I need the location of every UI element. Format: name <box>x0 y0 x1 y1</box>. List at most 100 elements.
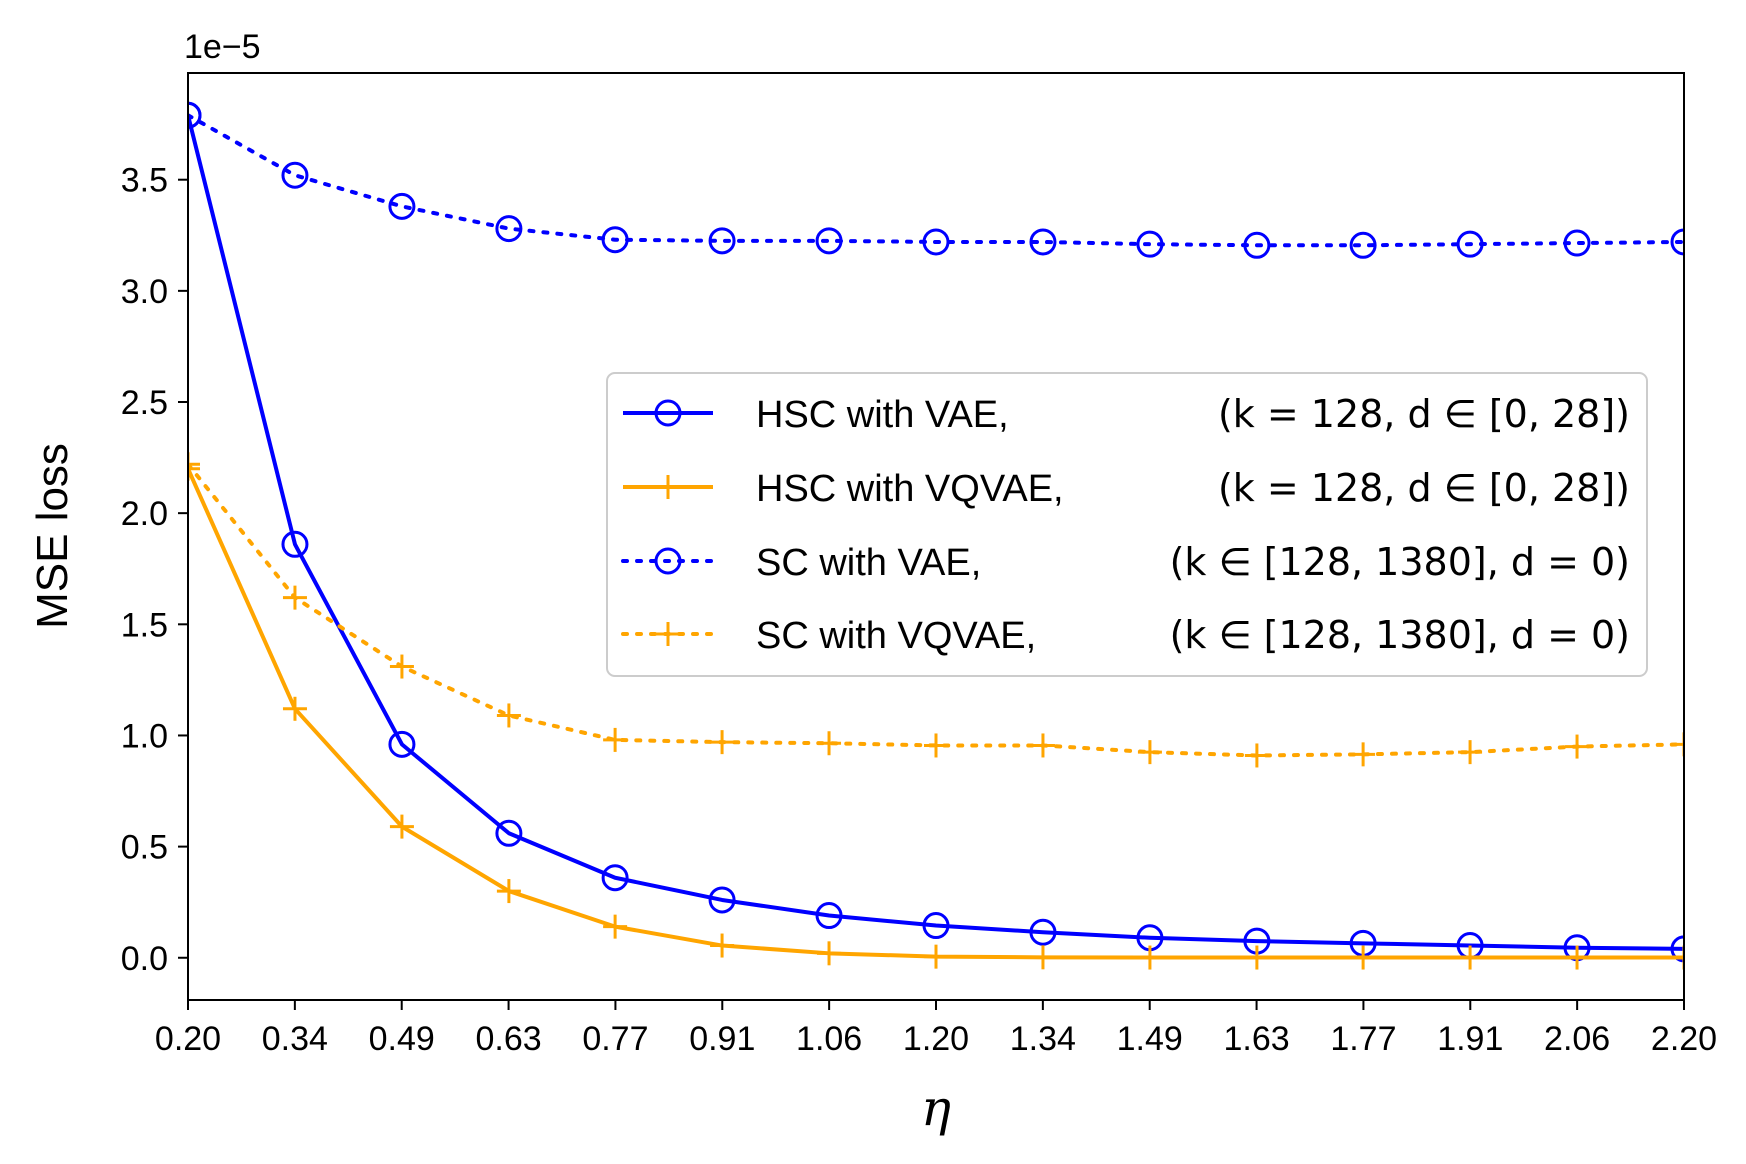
data-point <box>1244 743 1269 768</box>
data-point <box>388 730 416 758</box>
data-point <box>1670 935 1684 963</box>
x-tick-label: 0.49 <box>369 1020 435 1058</box>
x-tick-label: 1.63 <box>1223 1020 1289 1058</box>
series-line <box>188 113 1684 248</box>
data-point <box>1136 230 1164 258</box>
legend-params: (k = 128, d ∈ [0, 28]) <box>1218 392 1630 436</box>
data-point <box>496 879 521 904</box>
data-point <box>1030 733 1055 758</box>
legend-label: HSC with VQVAE, <box>756 468 1064 510</box>
data-point <box>281 161 309 189</box>
data-point <box>282 585 307 610</box>
series-line <box>188 114 1684 951</box>
data-point <box>1458 945 1483 970</box>
legend-params: (k = 128, d ∈ [0, 28]) <box>1218 466 1630 510</box>
legend-marker <box>656 622 680 646</box>
data-point <box>389 814 414 839</box>
data-point <box>495 215 523 243</box>
data-point <box>1670 228 1684 256</box>
data-point <box>1458 740 1483 765</box>
x-tick-label: 0.91 <box>689 1020 755 1058</box>
data-point <box>1137 740 1162 765</box>
data-point <box>188 452 200 477</box>
legend-params: (k ∈ [128, 1380], d = 0) <box>1170 613 1630 657</box>
data-point <box>282 696 307 721</box>
data-point <box>1030 945 1055 970</box>
y-axis-title: MSE loss <box>28 443 77 629</box>
data-point <box>1351 945 1376 970</box>
data-point <box>601 864 629 892</box>
y-axis: 0.0 0.5 1.0 1.5 2.0 2.5 3.0 3.5 <box>121 162 188 978</box>
y-tick-label: 1.0 <box>121 717 168 755</box>
data-point <box>389 654 414 679</box>
data-point <box>708 227 736 255</box>
data-point <box>1349 231 1377 259</box>
data-point <box>495 819 523 847</box>
data-point <box>1672 732 1684 757</box>
series-layer <box>188 101 1684 970</box>
legend-marker <box>654 547 682 575</box>
data-point <box>281 530 309 558</box>
x-tick-label: 1.77 <box>1330 1020 1396 1058</box>
data-point <box>924 733 948 758</box>
y-tick-label: 3.0 <box>121 273 168 311</box>
data-point <box>1351 742 1376 767</box>
y-scale-label: 1e−5 <box>184 28 261 66</box>
x-tick-label: 1.34 <box>1010 1020 1076 1058</box>
legend: HSC with VAE, (k = 128, d ∈ [0, 28])HSC w… <box>606 372 1648 677</box>
legend-marker <box>654 399 682 427</box>
legend-item-1: HSC with VAE, (k = 128, d ∈ [0, 28]) <box>623 392 1630 436</box>
data-point <box>1563 229 1591 257</box>
y-tick-label: 2.0 <box>121 495 168 533</box>
x-axis: 0.20 0.34 0.49 0.63 0.77 0.91 1.06 1.20 1.34 1.49… <box>155 1000 1717 1058</box>
data-point <box>1565 945 1590 970</box>
series-3 <box>188 101 1684 259</box>
legend-item-2: HSC with VQVAE, (k = 128, d ∈ [0, 28]) <box>623 466 1630 510</box>
legend-box <box>606 372 1648 677</box>
data-point <box>1137 945 1162 970</box>
data-point <box>1456 230 1484 258</box>
y-tick-label: 3.5 <box>121 162 168 200</box>
data-point <box>922 912 950 940</box>
x-tick-label: 2.20 <box>1651 1020 1717 1058</box>
x-tick-label: 2.06 <box>1544 1020 1610 1058</box>
x-tick-label: 1.91 <box>1437 1020 1503 1058</box>
data-point <box>1244 945 1269 970</box>
data-point <box>708 886 736 914</box>
legend-label: HSC with VAE, <box>756 394 1009 436</box>
y-tick-label: 0.0 <box>121 940 168 978</box>
data-point <box>188 456 200 481</box>
series-4 <box>188 452 1684 768</box>
data-point <box>603 914 628 939</box>
x-tick-label: 0.34 <box>262 1020 328 1058</box>
data-point <box>815 227 843 255</box>
x-tick-label: 0.20 <box>155 1020 221 1058</box>
data-point <box>710 933 735 958</box>
legend-item-3: SC with VAE, (k ∈ [128, 1380], d = 0) <box>621 540 1630 584</box>
data-point <box>1672 945 1684 970</box>
x-axis-title: η <box>921 1079 951 1137</box>
data-point <box>188 101 202 129</box>
data-point <box>1243 231 1271 259</box>
x-tick-label: 1.49 <box>1117 1020 1183 1058</box>
data-point <box>924 944 948 969</box>
x-tick-label: 1.20 <box>903 1020 969 1058</box>
series-1 <box>188 101 1684 963</box>
data-point <box>603 727 628 752</box>
data-point <box>1029 228 1057 256</box>
legend-marker <box>656 475 680 499</box>
x-tick-label: 1.06 <box>796 1020 862 1058</box>
y-tick-label: 0.5 <box>121 829 168 867</box>
data-point <box>817 731 842 756</box>
x-tick-label: 0.63 <box>475 1020 541 1058</box>
data-point <box>815 902 843 930</box>
legend-label: SC with VQVAE, <box>756 615 1036 657</box>
x-tick-label: 0.77 <box>582 1020 648 1058</box>
data-point <box>817 941 842 966</box>
y-tick-label: 2.5 <box>121 384 168 422</box>
data-point <box>710 730 735 755</box>
data-point <box>922 228 950 256</box>
data-point <box>1029 918 1057 946</box>
legend-label: SC with VAE, <box>756 542 981 584</box>
